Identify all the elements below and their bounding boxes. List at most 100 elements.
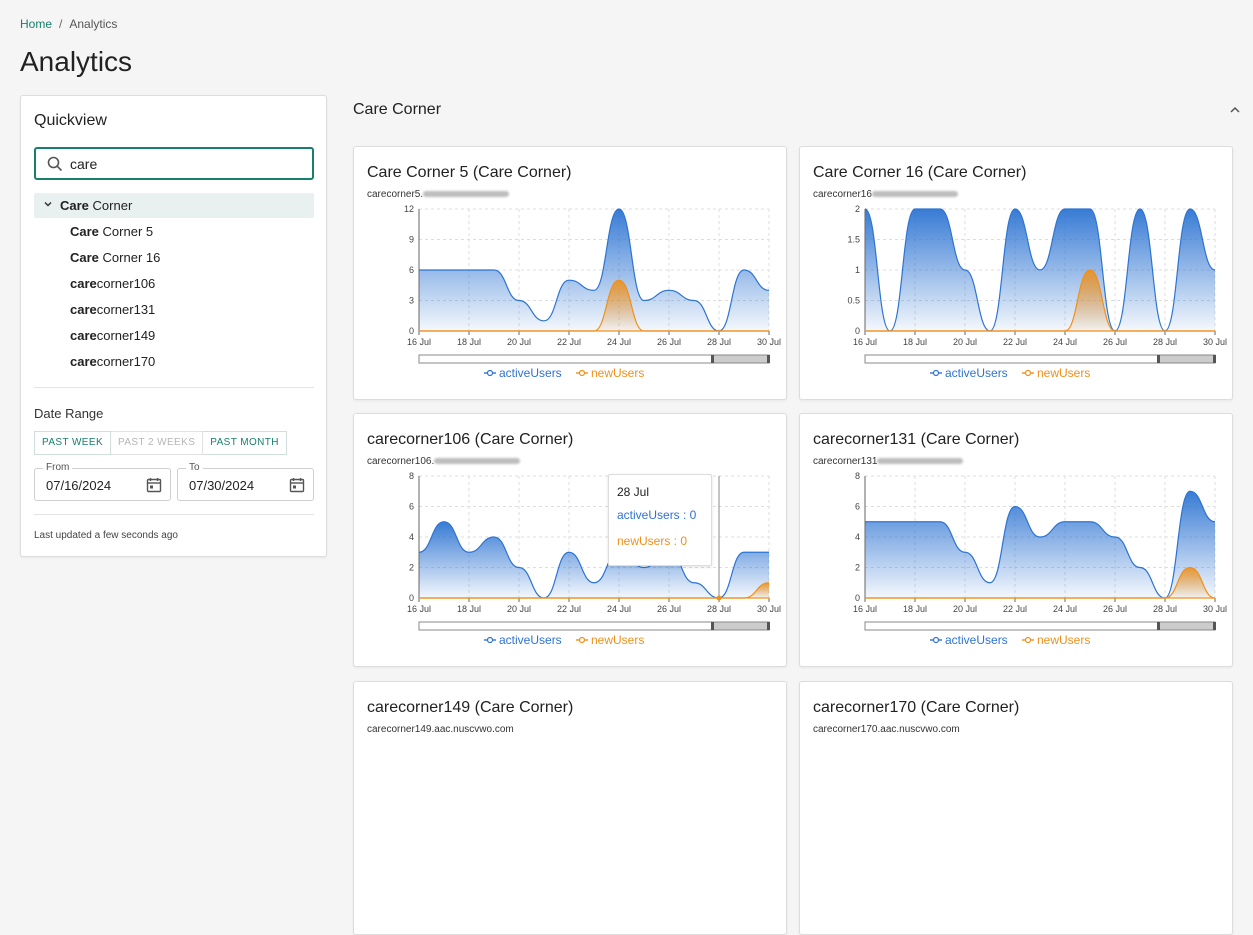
activeUsers-area xyxy=(865,491,1215,598)
y-tick-label: 2 xyxy=(855,204,860,214)
search-field[interactable] xyxy=(34,147,314,180)
breadcrumb-current: Analytics xyxy=(69,17,118,31)
x-tick-label: 28 Jul xyxy=(1153,604,1177,614)
x-tick-label: 18 Jul xyxy=(903,604,927,614)
divider xyxy=(34,387,314,388)
search-input[interactable] xyxy=(70,154,300,174)
site-card: Care Corner 5 (Care Corner) carecorner5.… xyxy=(353,146,787,400)
activeUsers-line xyxy=(418,521,769,599)
legend-marker xyxy=(1024,636,1032,644)
tree-item-carecorner106[interactable]: carecorner106 xyxy=(70,276,156,291)
redacted-text xyxy=(877,458,964,465)
breadcrumb-home-link[interactable]: Home xyxy=(20,17,53,31)
x-tick-label: 18 Jul xyxy=(457,337,481,347)
legend-marker xyxy=(578,369,586,377)
legend-label: activeUsers xyxy=(945,366,1008,380)
x-tick-label: 26 Jul xyxy=(657,337,681,347)
tooltip-date: 28 Jul xyxy=(617,485,650,499)
to-date-field[interactable]: To 07/30/2024 xyxy=(177,462,314,501)
y-tick-label: 0 xyxy=(855,326,860,336)
chevron-up-icon[interactable] xyxy=(1228,104,1242,116)
legend-marker xyxy=(486,369,494,377)
card-subtitle: carecorner106. xyxy=(367,456,521,467)
card-title: Care Corner 5 (Care Corner) xyxy=(367,164,572,181)
tooltip-active-users: activeUsers : 0 xyxy=(617,508,697,522)
legend-label: newUsers xyxy=(591,366,644,380)
from-date-field[interactable]: From 07/16/2024 xyxy=(34,462,171,501)
redacted-text xyxy=(423,191,510,198)
card-title: Care Corner 16 (Care Corner) xyxy=(813,164,1027,181)
y-tick-label: 6 xyxy=(409,265,414,275)
tree-item-care-corner-5[interactable]: Care Corner 5 xyxy=(70,224,154,239)
calendar-icon[interactable] xyxy=(289,477,305,493)
x-tick-label: 24 Jul xyxy=(1053,604,1077,614)
y-tick-label: 4 xyxy=(855,532,860,542)
area-chart: 0 2 4 6 8 16 Jul 18 Jul 20 Jul 22 Jul 24 Jul 26 Ju… xyxy=(853,471,1227,647)
zoom-handle xyxy=(711,355,714,363)
y-tick-label: 0 xyxy=(409,593,414,603)
site-card: carecorner170 (Care Corner) carecorner17… xyxy=(799,681,1233,935)
calendar-icon[interactable] xyxy=(146,477,162,493)
zoom-selection xyxy=(711,621,770,631)
y-tick-label: 1.5 xyxy=(847,235,860,245)
legend-marker xyxy=(1024,369,1032,377)
legend-label: activeUsers xyxy=(499,633,562,647)
tree-item-carecorner149[interactable]: carecorner149 xyxy=(70,328,156,343)
card-subtitle: carecorner131 xyxy=(813,456,964,467)
legend-marker xyxy=(932,369,940,377)
divider xyxy=(34,514,314,515)
legend-label: newUsers xyxy=(591,633,644,647)
tree-item-carecorner170[interactable]: carecorner170 xyxy=(70,354,156,369)
zoom-handle xyxy=(767,622,770,630)
breadcrumb-separator: / xyxy=(59,17,63,31)
date-range-label: Date Range xyxy=(34,406,104,421)
x-tick-label: 20 Jul xyxy=(953,337,977,347)
past-2-weeks-button[interactable]: PAST 2 WEEKS xyxy=(111,431,204,455)
legend-label: activeUsers xyxy=(945,633,1008,647)
from-date-value[interactable]: 07/16/2024 xyxy=(46,478,112,493)
tooltip-new-users: newUsers : 0 xyxy=(617,534,688,548)
activeUsers-area xyxy=(419,209,769,331)
y-tick-label: 0.5 xyxy=(847,296,860,306)
y-tick-label: 0 xyxy=(855,593,860,603)
card-subtitle: carecorner5. xyxy=(367,189,510,200)
chevron-down-icon[interactable] xyxy=(42,198,54,210)
tree-item-care-corner[interactable]: Care Corner xyxy=(34,193,314,218)
x-tick-label: 24 Jul xyxy=(607,604,631,614)
y-tick-label: 6 xyxy=(855,502,860,512)
site-card: carecorner131 (Care Corner) carecorner13… xyxy=(799,413,1233,667)
y-tick-label: 9 xyxy=(409,235,414,245)
chart-tooltip: 28 Jul activeUsers : 0 newUsers : 0 xyxy=(608,474,712,566)
y-tick-label: 12 xyxy=(404,204,414,214)
activeUsers-area xyxy=(419,521,769,598)
y-tick-label: 1 xyxy=(855,265,860,275)
x-tick-label: 26 Jul xyxy=(1103,604,1127,614)
past-month-button[interactable]: PAST MONTH xyxy=(203,431,287,455)
legend-label: activeUsers xyxy=(499,366,562,380)
x-tick-label: 16 Jul xyxy=(407,604,431,614)
legend-label: newUsers xyxy=(1037,633,1090,647)
tree-item-care-corner-16[interactable]: Care Corner 16 xyxy=(70,250,161,265)
y-tick-label: 0 xyxy=(409,326,414,336)
legend-marker xyxy=(486,636,494,644)
from-label: From xyxy=(43,462,73,473)
date-range-buttons: PAST WEEK PAST 2 WEEKS PAST MONTH xyxy=(34,431,287,455)
zoom-handle xyxy=(1157,355,1160,363)
past-week-button[interactable]: PAST WEEK xyxy=(34,431,112,455)
last-updated-text: Last updated a few seconds ago xyxy=(34,530,178,541)
card-subtitle: carecorner16 xyxy=(813,189,958,200)
search-icon xyxy=(47,156,63,172)
y-tick-label: 2 xyxy=(855,563,860,573)
zoom-handle xyxy=(767,355,770,363)
x-tick-label: 28 Jul xyxy=(1153,337,1177,347)
x-tick-label: 22 Jul xyxy=(557,604,581,614)
card-title: carecorner106 (Care Corner) xyxy=(367,431,574,448)
tree-item-carecorner131[interactable]: carecorner131 xyxy=(70,302,156,317)
x-tick-label: 20 Jul xyxy=(507,337,531,347)
x-tick-label: 24 Jul xyxy=(1053,337,1077,347)
y-tick-label: 8 xyxy=(409,471,414,481)
to-date-value[interactable]: 07/30/2024 xyxy=(189,478,255,493)
quickview-panel: Quickview Care Corner Care Corner 5 Care… xyxy=(20,95,327,557)
x-tick-label: 26 Jul xyxy=(657,604,681,614)
zoom-handle xyxy=(711,622,714,630)
